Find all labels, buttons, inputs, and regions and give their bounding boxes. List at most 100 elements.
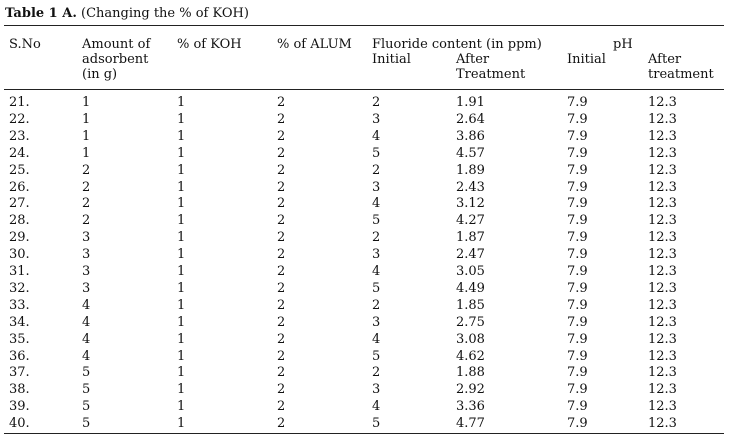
cell-sno: 31. [9, 264, 30, 279]
cell-koh: 1 [177, 145, 186, 161]
cell-ph-after: 12.3 [648, 264, 677, 279]
cell-alum: 2 [277, 297, 286, 313]
cell-fluoride-initial: 2 [372, 365, 381, 381]
cell-sno: 35. [9, 331, 30, 347]
table-header-rule [4, 89, 724, 90]
cell-amount: 5 [82, 416, 91, 432]
cell-fluoride-initial: 3 [372, 314, 381, 330]
cell-sno: 22. [9, 111, 30, 127]
cell-amount: 2 [82, 179, 91, 195]
cell-alum: 2 [277, 213, 286, 229]
cell-ph-after: 12.3 [648, 145, 677, 161]
cell-ph-after: 12.3 [648, 382, 677, 398]
cell-fluoride-after: 4.49 [456, 280, 485, 296]
cell-amount: 3 [82, 280, 91, 296]
cell-ph-initial: 7.9 [567, 247, 588, 263]
cell-fluoride-after: 2.75 [456, 314, 485, 330]
cell-fluoride-initial: 5 [372, 416, 381, 432]
cell-amount: 3 [82, 247, 91, 263]
cell-sno: 27. [9, 196, 30, 212]
cell-amount: 4 [82, 331, 91, 347]
cell-fluoride-initial: 2 [372, 297, 381, 313]
cell-ph-after: 12.3 [648, 365, 677, 381]
cell-koh: 1 [177, 213, 186, 229]
cell-ph-initial: 7.9 [567, 145, 588, 161]
cell-sno: 21. [9, 95, 30, 110]
cell-koh: 1 [177, 331, 186, 347]
cell-sno: 23. [9, 128, 30, 144]
cell-ph-after: 12.3 [648, 399, 677, 415]
cell-ph-after: 12.3 [648, 213, 677, 229]
cell-alum: 2 [277, 264, 286, 279]
cell-fluoride-initial: 4 [372, 128, 381, 144]
cell-sno: 29. [9, 230, 30, 246]
cell-fluoride-after: 2.43 [456, 179, 485, 195]
cell-amount: 4 [82, 297, 91, 313]
cell-ph-initial: 7.9 [567, 399, 588, 415]
cell-fluoride-initial: 2 [372, 162, 381, 178]
table-caption-text: (Changing the % of KOH) [76, 6, 249, 21]
cell-ph-after: 12.3 [648, 331, 677, 347]
cell-sno: 36. [9, 348, 30, 364]
cell-fluoride-after: 1.87 [456, 230, 485, 246]
cell-amount: 1 [82, 128, 91, 144]
cell-sno: 33. [9, 297, 30, 313]
cell-alum: 2 [277, 179, 286, 195]
cell-fluoride-initial: 5 [372, 348, 381, 364]
cell-ph-initial: 7.9 [567, 162, 588, 178]
cell-fluoride-initial: 3 [372, 247, 381, 263]
cell-ph-after: 12.3 [648, 196, 677, 212]
header-ph-initial: Initial [567, 52, 606, 67]
cell-ph-initial: 7.9 [567, 331, 588, 347]
cell-fluoride-after: 1.85 [456, 297, 485, 313]
cell-koh: 1 [177, 297, 186, 313]
cell-alum: 2 [277, 230, 286, 246]
cell-fluoride-after: 4.57 [456, 145, 485, 161]
cell-fluoride-after: 1.91 [456, 95, 485, 110]
cell-amount: 5 [82, 399, 91, 415]
cell-ph-initial: 7.9 [567, 314, 588, 330]
cell-ph-initial: 7.9 [567, 416, 588, 432]
cell-alum: 2 [277, 416, 286, 432]
header-fluoride-content: Fluoride content (in ppm) [372, 37, 542, 52]
cell-fluoride-after: 2.47 [456, 247, 485, 263]
cell-amount: 1 [82, 145, 91, 161]
cell-fluoride-initial: 5 [372, 145, 381, 161]
cell-ph-initial: 7.9 [567, 230, 588, 246]
table-top-rule [4, 25, 724, 26]
cell-koh: 1 [177, 416, 186, 432]
cell-koh: 1 [177, 247, 186, 263]
cell-ph-initial: 7.9 [567, 213, 588, 229]
cell-fluoride-after: 4.77 [456, 416, 485, 432]
cell-sno: 34. [9, 314, 30, 330]
cell-fluoride-initial: 2 [372, 95, 381, 110]
cell-fluoride-after: 3.86 [456, 128, 485, 144]
cell-koh: 1 [177, 196, 186, 212]
table-bottom-rule [4, 433, 724, 434]
cell-ph-after: 12.3 [648, 95, 677, 110]
header-sno: S.No [9, 37, 41, 52]
cell-alum: 2 [277, 399, 286, 415]
cell-ph-after: 12.3 [648, 314, 677, 330]
cell-alum: 2 [277, 331, 286, 347]
cell-alum: 2 [277, 348, 286, 364]
cell-ph-initial: 7.9 [567, 297, 588, 313]
cell-alum: 2 [277, 111, 286, 127]
cell-fluoride-initial: 3 [372, 179, 381, 195]
cell-koh: 1 [177, 264, 186, 279]
cell-koh: 1 [177, 230, 186, 246]
cell-ph-after: 12.3 [648, 162, 677, 178]
cell-ph-initial: 7.9 [567, 111, 588, 127]
cell-amount: 2 [82, 162, 91, 178]
cell-sno: 30. [9, 247, 30, 263]
cell-fluoride-after: 3.12 [456, 196, 485, 212]
cell-fluoride-after: 3.05 [456, 264, 485, 279]
cell-ph-initial: 7.9 [567, 365, 588, 381]
header-koh: % of KOH [177, 37, 242, 52]
cell-ph-initial: 7.9 [567, 95, 588, 110]
cell-koh: 1 [177, 314, 186, 330]
cell-ph-initial: 7.9 [567, 348, 588, 364]
cell-sno: 32. [9, 280, 30, 296]
cell-alum: 2 [277, 95, 286, 110]
cell-ph-after: 12.3 [648, 416, 677, 432]
